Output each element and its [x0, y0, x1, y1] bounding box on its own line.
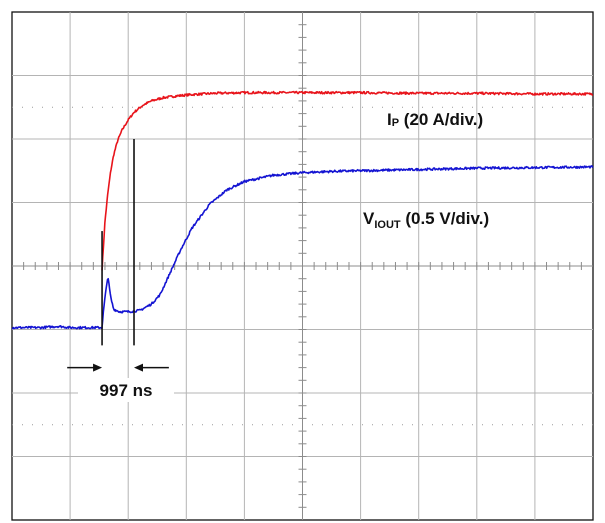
series-label-viout-scale: (0.5 V/div.)	[401, 209, 490, 228]
trace-ip	[101, 90, 594, 271]
series-label-viout-subscript: IOUT	[374, 219, 401, 231]
arrow-left-head	[93, 363, 103, 372]
series-label-viout: VIOUT (0.5 V/div.)	[363, 209, 489, 231]
series-label-ip-name: I	[387, 110, 392, 129]
trace-viout	[11, 165, 594, 330]
annotation-label: 997 ns	[100, 381, 153, 400]
series-label-ip-scale: (20 A/div.)	[399, 110, 483, 129]
series-label-ip-subscript: P	[392, 117, 399, 129]
annotation-label-bg	[78, 378, 174, 402]
traces	[11, 90, 594, 330]
series-label-viout-name: V	[363, 209, 375, 228]
arrow-right-head	[134, 363, 144, 372]
graticule	[12, 12, 593, 520]
series-label-ip: IP (20 A/div.)	[387, 110, 483, 129]
timing-annotation	[67, 139, 169, 372]
